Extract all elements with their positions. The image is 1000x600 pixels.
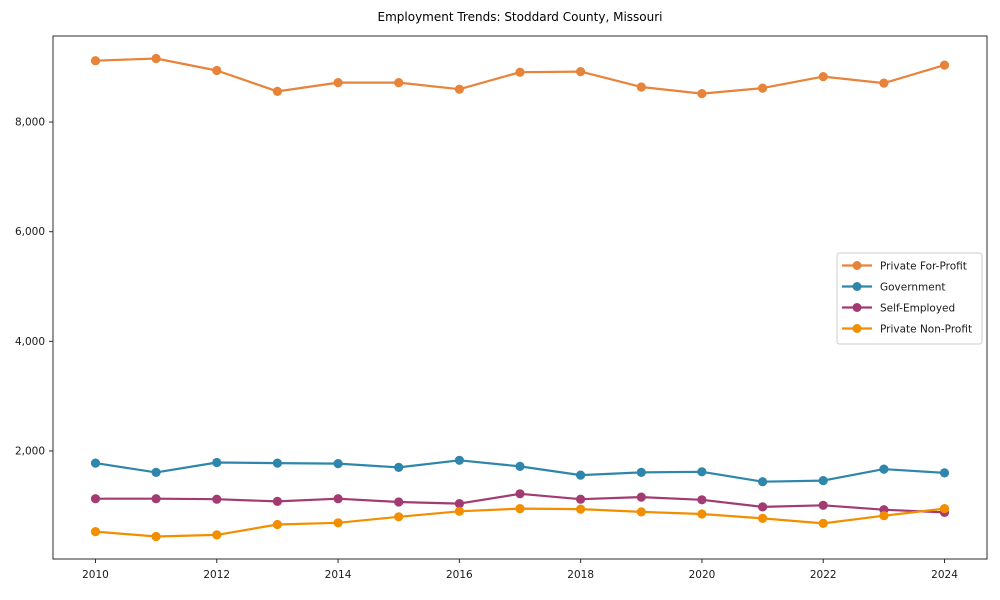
x-tick-label: 2012 [203,569,230,581]
data-point-marker [697,509,707,519]
series-private-non-profit [90,504,950,542]
data-point-marker [818,72,828,82]
y-tick-label: 2,000 [15,446,45,458]
series-private-for-profit [90,53,950,99]
data-point-marker [394,78,404,88]
legend-label: Self-Employed [880,302,955,314]
data-point-marker [697,495,707,505]
x-tick-label: 2020 [689,569,716,581]
data-point-marker [939,504,950,514]
data-point-marker [394,497,404,507]
legend-entry: Private Non-Profit [842,323,972,335]
legend-label: Private Non-Profit [880,323,972,335]
legend-marker-icon [852,261,862,270]
legend-marker-icon [852,282,862,291]
data-point-marker [758,513,768,524]
chart-title: Employment Trends: Stoddard County, Miss… [377,10,663,24]
x-tick-label: 2022 [810,569,837,581]
data-point-marker [212,65,222,76]
legend-entry: Self-Employed [842,302,955,314]
x-axis: 2010 2012 2014 2016 2018 2020 2022 2024 [82,559,958,581]
data-point-marker [758,477,768,487]
data-point-marker [576,494,586,504]
data-point-marker [576,504,586,514]
data-point-marker [212,530,222,540]
data-point-marker [90,527,101,537]
data-point-marker [454,506,464,516]
data-point-marker [697,89,707,99]
data-point-marker [151,494,161,504]
data-point-marker [272,519,282,530]
legend-entry: Private For-Profit [842,260,967,272]
legend-label: Government [880,281,945,293]
x-tick-label: 2024 [931,569,958,581]
data-point-marker [636,492,646,502]
y-axis: 2,000 4,000 6,000 8,000 [15,117,53,458]
data-point-marker [90,458,101,468]
data-point-marker [879,511,889,521]
x-tick-label: 2018 [567,569,594,581]
data-point-marker [939,60,950,70]
data-point-marker [939,468,950,478]
plot-area-border [52,35,988,560]
data-point-marker [818,518,828,529]
data-point-marker [454,84,464,94]
data-point-marker [454,455,464,465]
data-point-marker [515,67,525,77]
legend-label: Private For-Profit [880,260,967,272]
data-point-marker [818,476,828,486]
x-tick-label: 2016 [446,569,473,581]
data-point-marker [90,494,101,504]
legend-box [836,252,983,345]
legend: Private For-Profit Government Self-Employe… [836,252,983,345]
data-point-marker [272,458,282,468]
data-point-marker [394,462,404,472]
data-point-marker [212,494,222,504]
y-tick-label: 4,000 [15,336,45,348]
series-government [90,455,950,487]
data-point-marker [576,67,586,77]
data-point-marker [879,464,889,474]
data-point-marker [272,496,282,506]
data-point-marker [333,494,343,504]
data-point-marker [333,78,343,88]
data-point-marker [758,83,768,93]
data-point-marker [454,499,464,509]
data-point-marker [515,489,525,499]
data-point-marker [90,56,101,66]
data-point-marker [636,507,646,517]
y-tick-label: 8,000 [15,117,45,129]
data-point-marker [636,82,646,92]
data-point-marker [212,457,222,468]
data-point-marker [576,470,586,480]
data-point-marker [697,467,707,477]
data-point-marker [515,461,525,471]
data-point-marker [151,531,161,542]
legend-entry: Government [842,281,945,293]
data-point-marker [818,500,828,510]
data-point-marker [333,518,343,528]
x-tick-label: 2010 [82,569,109,581]
legend-marker-icon [852,324,862,333]
data-point-marker [272,86,282,96]
data-point-marker [333,459,343,469]
data-point-marker [151,53,161,64]
data-point-marker [879,78,889,88]
data-point-marker [515,504,525,514]
y-tick-label: 6,000 [15,226,45,238]
legend-marker-icon [852,303,862,312]
data-point-marker [394,512,404,522]
x-tick-label: 2014 [325,569,352,581]
data-point-marker [636,467,646,477]
data-point-marker [151,467,161,477]
data-point-marker [758,502,768,512]
